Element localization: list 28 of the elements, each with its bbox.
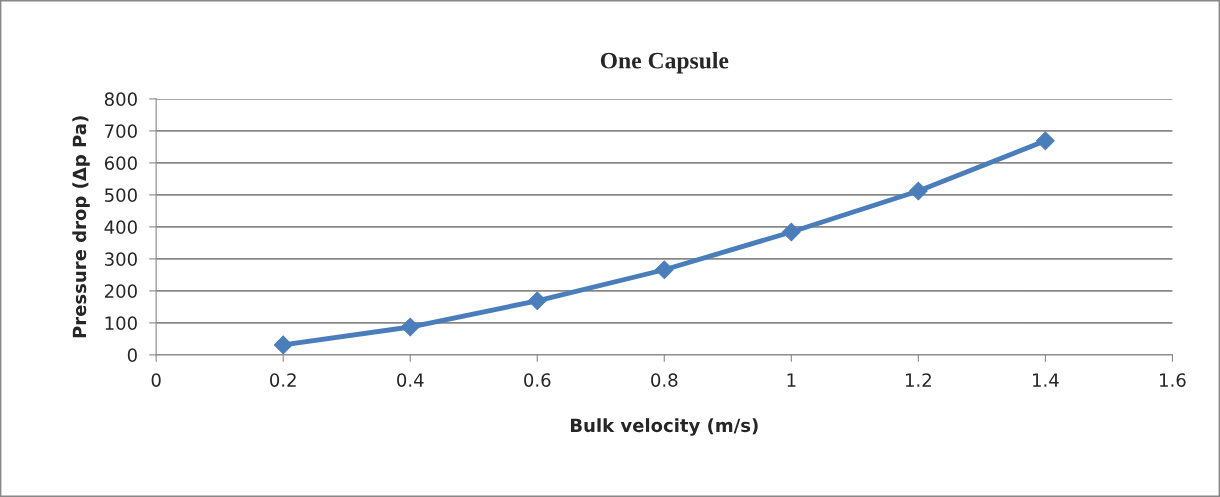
- y-tick-label: 800: [104, 92, 137, 107]
- y-tick-label: 100: [105, 316, 137, 330]
- x-tick-label: 1.4: [1033, 373, 1059, 387]
- y-tick-label: 500: [105, 188, 137, 202]
- point: [400, 317, 420, 337]
- point: [1036, 131, 1055, 151]
- x-tick-label: 0.8: [651, 373, 678, 387]
- x-tick-label: 1: [787, 373, 796, 387]
- y-tick-label: 200: [104, 284, 137, 298]
- point: [909, 181, 928, 201]
- point: [527, 291, 547, 311]
- point: [654, 260, 674, 280]
- y-tick-label: 600: [104, 156, 137, 171]
- point: [781, 222, 801, 242]
- y-tick-label: 300: [105, 252, 137, 266]
- y-axis-title: Pressure drop (Δp Pa): [72, 116, 90, 338]
- x-tick-label: 0: [151, 373, 161, 387]
- chart-title: One Capsule: [600, 51, 729, 74]
- x-tick-label: 0.6: [524, 373, 551, 387]
- x-tick-label: 1.2: [905, 373, 931, 387]
- x-axis-title: Bulk velocity (m/s): [570, 418, 758, 436]
- point: [273, 335, 293, 355]
- y-tick-label: 400: [104, 220, 137, 234]
- y-tick-label: 700: [105, 124, 137, 139]
- x-tick-label: 0.2: [270, 373, 296, 387]
- x-tick-label: 1.6: [1160, 373, 1186, 387]
- y-tick-label: 0: [127, 348, 137, 362]
- x-tick-label: 0.4: [397, 373, 424, 387]
